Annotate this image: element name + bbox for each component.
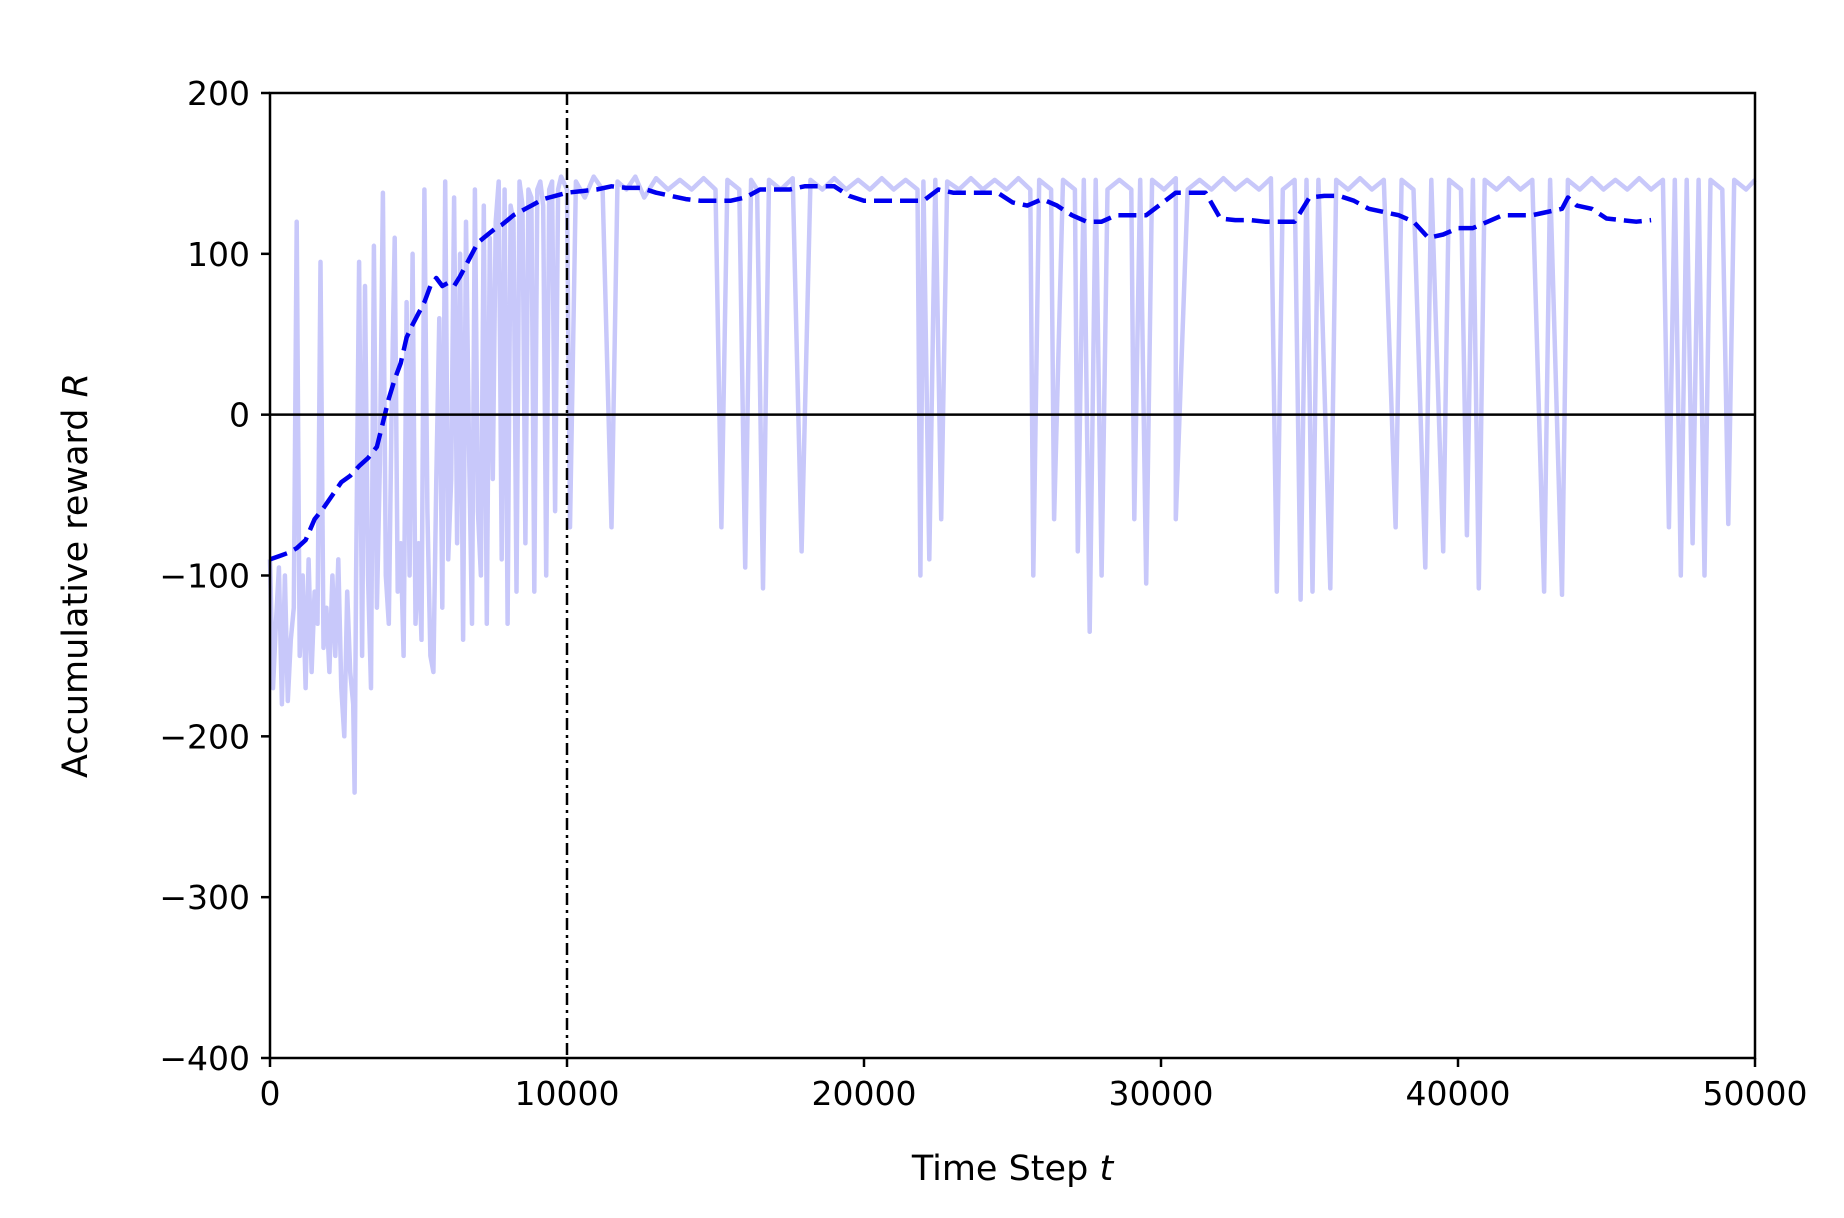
x-tick-label: 10000: [515, 1074, 620, 1113]
y-tick-label: −300: [159, 878, 250, 917]
y-tick-label: 200: [187, 74, 250, 113]
plot-frame: [268, 91, 1757, 1060]
x-axis-variable: t: [1099, 1149, 1114, 1189]
y-tick-label: −200: [159, 717, 250, 756]
y-tick-label: 0: [229, 396, 250, 435]
x-axis-label: Time Step t: [911, 1149, 1115, 1189]
moving-average-series-line: [269, 184, 1652, 562]
y-tick-label: −100: [159, 557, 250, 596]
x-axis-label-text: Time Step: [911, 1149, 1088, 1189]
y-axis-variable: R: [56, 373, 96, 397]
x-tick-label: 0: [260, 1074, 281, 1113]
y-tick-label: −400: [159, 1039, 250, 1078]
y-tick-label: 100: [187, 235, 250, 274]
y-axis-label-text: Accumulative reward: [56, 408, 96, 777]
x-tick-label: 40000: [1406, 1074, 1511, 1113]
x-tick-label: 30000: [1109, 1074, 1214, 1113]
x-tick-label: 50000: [1703, 1074, 1808, 1113]
y-axis-label: Accumulative reward R: [56, 373, 96, 778]
raw-reward-series-line: [267, 174, 1757, 795]
x-tick-label: 20000: [812, 1074, 917, 1113]
